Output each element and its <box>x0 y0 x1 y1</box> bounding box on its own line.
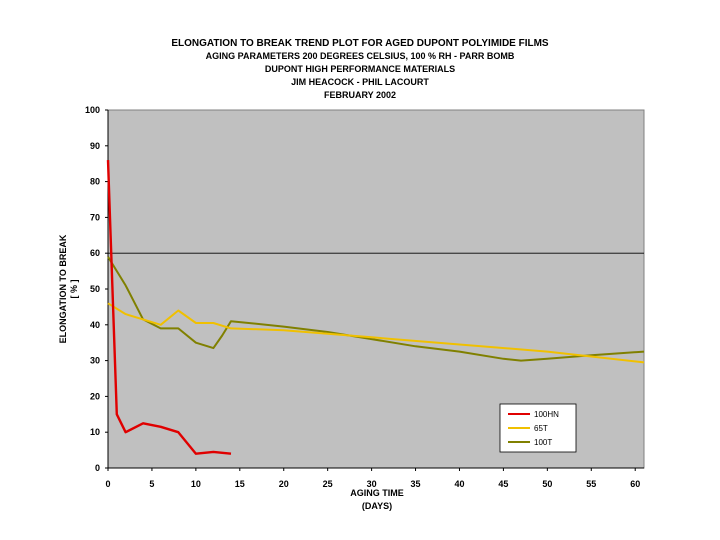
chart-title: ELONGATION TO BREAK TREND PLOT FOR AGED … <box>171 38 549 100</box>
y-axis-label-line-0: ELONGATION TO BREAK <box>58 234 68 343</box>
y-tick-label: 0 <box>95 463 100 473</box>
legend-label-100hn: 100HN <box>534 410 559 419</box>
x-tick-label: 60 <box>630 479 640 489</box>
legend-label-100t: 100T <box>534 438 552 447</box>
y-tick-label: 80 <box>90 177 100 187</box>
y-tick-label: 20 <box>90 391 100 401</box>
x-axis-label: AGING TIME (DAYS) <box>350 488 404 511</box>
x-tick-label: 35 <box>411 479 421 489</box>
x-tick-label: 50 <box>542 479 552 489</box>
y-tick-label: 40 <box>90 320 100 330</box>
x-tick-label: 30 <box>367 479 377 489</box>
series-line-100t <box>107 256 645 362</box>
legend: 100HN 65T 100T <box>499 403 577 453</box>
series-line-100hn <box>106 160 232 455</box>
x-tick-label: 15 <box>235 479 245 489</box>
x-tick-label: 0 <box>105 479 110 489</box>
x-tick-label: 40 <box>454 479 464 489</box>
title-line-0: ELONGATION TO BREAK TREND PLOT FOR AGED … <box>171 38 549 49</box>
y-tick-label: 60 <box>90 248 100 258</box>
x-tick-label: 45 <box>498 479 508 489</box>
y-axis-label-line-1: [ % ] <box>69 279 79 298</box>
y-tick-label: 100 <box>85 105 100 115</box>
title-line-1: AGING PARAMETERS 200 DEGREES CELSIUS, 10… <box>206 51 515 61</box>
y-tick-label: 10 <box>90 427 100 437</box>
x-tick-label: 5 <box>149 479 154 489</box>
x-tick-label: 20 <box>279 479 289 489</box>
y-tick-labels: 0 10 20 30 40 50 60 70 80 90 100 <box>85 105 108 473</box>
y-tick-label: 90 <box>90 141 100 151</box>
x-tick-labels: 0 5 10 15 20 25 30 35 40 45 50 55 60 <box>105 468 640 489</box>
y-tick-label: 70 <box>90 212 100 222</box>
series-lines <box>106 160 645 455</box>
series-line-65t <box>107 302 645 364</box>
y-tick-label: 50 <box>90 284 100 294</box>
title-line-4: FEBRUARY 2002 <box>324 90 396 100</box>
title-line-3: JIM HEACOCK - PHIL LACOURT <box>291 77 429 87</box>
x-axis-label-line-0: AGING TIME <box>350 488 404 498</box>
y-axis-label: ELONGATION TO BREAK[ % ] <box>58 234 79 343</box>
x-tick-label: 10 <box>191 479 201 489</box>
x-tick-label: 25 <box>323 479 333 489</box>
y-tick-label: 30 <box>90 356 100 366</box>
legend-box <box>499 403 577 453</box>
legend-label-65t: 65T <box>534 424 548 433</box>
title-line-2: DUPONT HIGH PERFORMANCE MATERIALS <box>265 64 455 74</box>
x-tick-label: 55 <box>586 479 596 489</box>
x-axis-label-line-1: (DAYS) <box>362 501 392 511</box>
